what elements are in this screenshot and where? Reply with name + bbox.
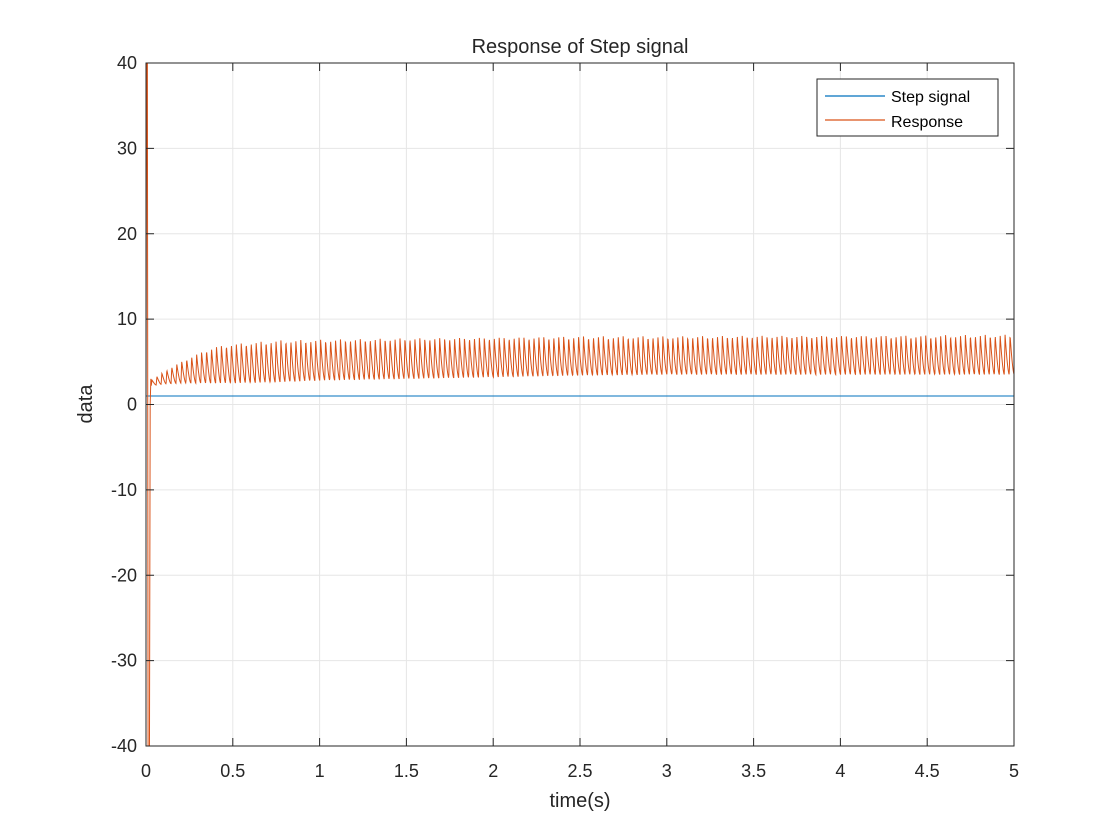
y-tick-label: -20 [111,565,137,585]
legend-label-step-signal: Step signal [891,89,970,106]
x-tick-label: 1 [315,761,325,781]
y-tick-label: 20 [117,224,137,244]
x-tick-label: 5 [1009,761,1019,781]
y-tick-label: -40 [111,736,137,756]
x-tick-label: 3.5 [741,761,766,781]
y-tick-label: -10 [111,480,137,500]
legend-box [816,78,999,137]
x-tick-label: 1.5 [394,761,419,781]
y-tick-label: 40 [117,53,137,73]
series-line-response [145,62,1015,747]
y-axis-label: data [75,384,97,424]
x-axis-label: time(s) [549,790,610,812]
chart-title: Response of Step signal [472,36,689,58]
x-tick-label: 2.5 [567,761,592,781]
y-tick-label: -30 [111,651,137,671]
x-tick-label: 0 [141,761,151,781]
x-tick-label: 4.5 [915,761,940,781]
axis-ticks: 0 0.5 1 1.5 2 2.5 3 3.5 4 4.5 5 -40 -30 -20 -10 0 10 20 30… [111,53,1019,781]
y-tick-label: 0 [127,395,137,415]
x-tick-label: 3 [662,761,672,781]
legend: Step signal Response [816,78,999,137]
x-tick-label: 0.5 [220,761,245,781]
y-tick-label: 30 [117,138,137,158]
legend-label-response: Response [891,114,963,131]
x-tick-label: 2 [488,761,498,781]
series-layer [145,62,1015,747]
y-tick-label: 10 [117,309,137,329]
x-tick-label: 4 [835,761,845,781]
